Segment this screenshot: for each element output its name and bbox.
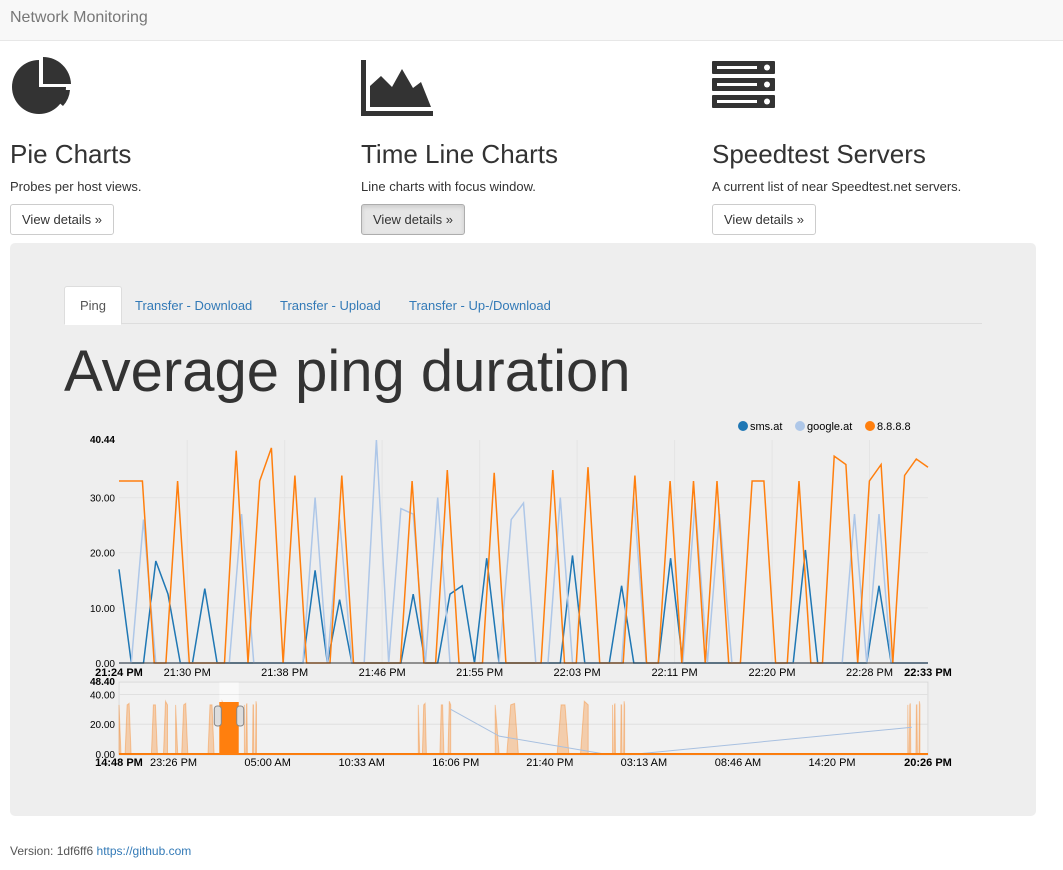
brush-handle-right[interactable] (236, 705, 245, 727)
brush-mask-left (119, 682, 219, 754)
footer: Version: 1df6ff6 https://github.com (10, 844, 191, 858)
legend-label[interactable]: 8.8.8.8 (877, 421, 911, 433)
tab-transfer-upload[interactable]: Transfer - Upload (280, 298, 381, 313)
x-last-label: 22:33 PM (904, 667, 952, 679)
version-label: Version: 1df6ff6 (10, 844, 94, 858)
x-tick-label: 08:46 AM (715, 757, 761, 769)
feature-description: Line charts with focus window. (361, 179, 536, 194)
x-tick-label: 21:30 PM (164, 667, 211, 679)
time-line-charts-view-details-button[interactable]: View details » (361, 204, 465, 235)
x-tick-label: 22:20 PM (749, 667, 796, 679)
brush-handle-left[interactable] (213, 705, 222, 727)
brand-link[interactable]: Network Monitoring (10, 9, 148, 26)
feature-speedtest-servers: Speedtest Servers A current list of near… (712, 56, 1042, 235)
focus-chart: 0.00 10.00 20.00 30.00 40.44 21:30 PM 21:38 P… (90, 435, 952, 679)
y-tick-label: 0.00 (96, 750, 116, 761)
feature-time-line-charts: Time Line Charts Line charts with focus … (361, 56, 691, 235)
y-max-label: 48.40 (90, 677, 115, 688)
feature-description: Probes per host views. (10, 179, 142, 194)
legend-marker[interactable] (795, 421, 805, 431)
y-tick-label: 20.00 (90, 549, 115, 560)
pie-chart-icon (10, 56, 340, 118)
y-max-label: 40.44 (90, 435, 115, 446)
x-last-label: 20:26 PM (904, 757, 952, 769)
legend-label[interactable]: sms.at (750, 421, 782, 433)
x-first-label: 14:48 PM (95, 757, 143, 769)
x-tick-label: 22:03 PM (554, 667, 601, 679)
y-tick-label: 30.00 (90, 494, 115, 505)
feature-title: Speedtest Servers (712, 139, 926, 169)
series-line (119, 439, 928, 664)
area-chart-icon (361, 56, 691, 118)
y-tick-label: 10.00 (90, 604, 115, 615)
x-tick-label: 21:46 PM (359, 667, 406, 679)
x-first-label: 21:24 PM (95, 667, 143, 679)
x-tick-label: 21:40 PM (526, 757, 573, 769)
x-tick-label: 03:13 AM (621, 757, 667, 769)
legend-marker[interactable] (865, 421, 875, 431)
x-tick-label: 22:28 PM (846, 667, 893, 679)
tab-transfer-updownload[interactable]: Transfer - Up-/Download (409, 298, 551, 313)
x-tick-label: 21:55 PM (456, 667, 503, 679)
feature-title: Time Line Charts (361, 139, 558, 169)
chart-tabs: Ping Transfer - Download Transfer - Uplo… (64, 286, 982, 325)
tab-transfer-download[interactable]: Transfer - Download (135, 298, 253, 313)
tab-ping[interactable]: Ping (64, 286, 123, 325)
x-tick-label: 23:26 PM (150, 757, 197, 769)
x-tick-label: 05:00 AM (244, 757, 290, 769)
x-tick-label: 14:20 PM (809, 757, 856, 769)
y-tick-label: 40.00 (90, 690, 115, 701)
brush-selection[interactable] (219, 702, 239, 754)
server-icon (712, 56, 1042, 118)
github-link[interactable]: https://github.com (96, 844, 192, 858)
x-tick-label: 22:11 PM (651, 667, 697, 679)
context-chart: 0.00 20.00 40.00 48.40 23:26 PM 05:00 AM 10:3… (90, 677, 952, 769)
speedtest-servers-view-details-button[interactable]: View details » (712, 204, 816, 235)
x-tick-label: 16:06 PM (432, 757, 479, 769)
feature-pie-charts: Pie Charts Probes per host views. View d… (10, 56, 340, 235)
x-tick-label: 10:33 AM (338, 757, 384, 769)
legend-label[interactable]: google.at (807, 421, 852, 433)
ping-chart[interactable]: sms.at google.at 8.8.8.8 0.00 10.00 20.00 30.… (10, 243, 1036, 816)
brush-mask-right (239, 682, 928, 754)
pie-charts-view-details-button[interactable]: View details » (10, 204, 114, 235)
x-tick-label: 21:38 PM (261, 667, 308, 679)
feature-description: A current list of near Speedtest.net ser… (712, 179, 962, 194)
chart-legend[interactable]: sms.at google.at 8.8.8.8 (738, 421, 911, 433)
chart-heading: Average ping duration (64, 339, 631, 404)
y-tick-label: 0.00 (96, 659, 116, 670)
legend-marker[interactable] (738, 421, 748, 431)
navbar: Network Monitoring (0, 0, 1063, 41)
chart-panel: Ping Transfer - Download Transfer - Uplo… (10, 243, 1036, 816)
y-tick-label: 20.00 (90, 720, 115, 731)
feature-title: Pie Charts (10, 139, 132, 169)
